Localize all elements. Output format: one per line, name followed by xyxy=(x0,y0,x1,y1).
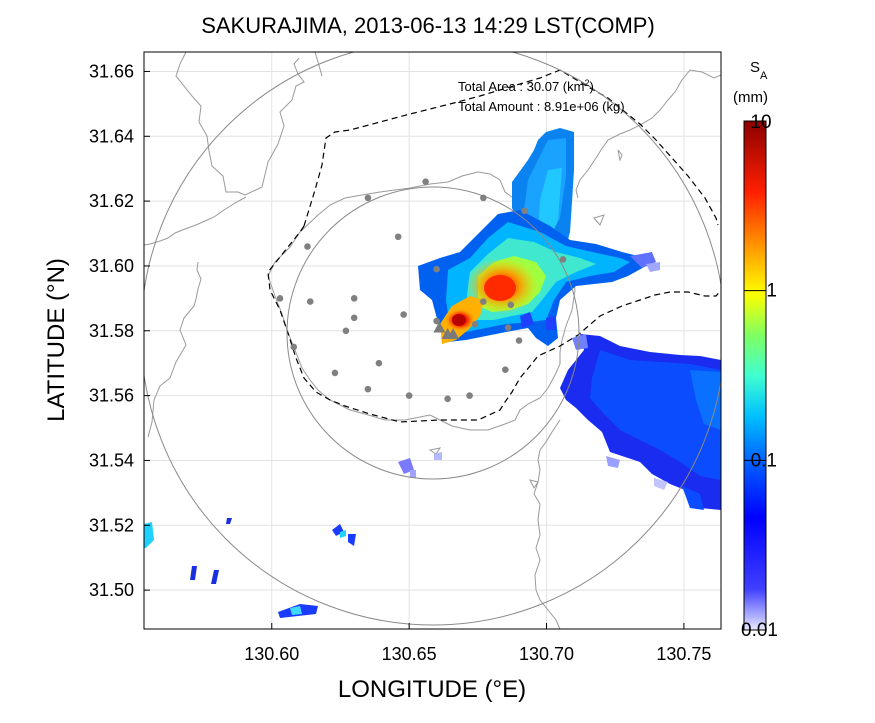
station-marker xyxy=(290,343,298,351)
station-marker xyxy=(405,392,413,399)
station-marker xyxy=(504,324,512,331)
station-marker xyxy=(433,317,440,325)
vent-markers xyxy=(433,321,460,340)
y-tick-label: 31.54 xyxy=(89,450,134,470)
x-tick-label: 130.70 xyxy=(519,644,574,664)
colorbar: SA (mm) 0.01 0.1 1 10 xyxy=(733,59,778,641)
station-marker xyxy=(471,320,479,328)
x-tick-label: 130.75 xyxy=(656,644,711,664)
station-marker xyxy=(304,243,311,250)
station-markers xyxy=(276,178,567,403)
station-marker xyxy=(342,327,350,335)
station-marker xyxy=(364,194,372,202)
x-tick-label: 130.60 xyxy=(244,644,299,664)
y-axis-ticks: 31.50 31.52 31.54 31.56 31.58 31.60 31.62 31.64… xyxy=(89,61,150,600)
station-marker xyxy=(364,385,372,393)
vent-marker xyxy=(433,321,446,333)
boundary-dashed-north xyxy=(303,69,719,227)
x-tick-label: 130.65 xyxy=(382,644,437,664)
colorbar-tick-label: 10 xyxy=(750,112,771,133)
x-axis-label: LONGITUDE (°E) xyxy=(338,676,526,703)
colorbar-unit: (mm) xyxy=(733,89,768,106)
station-marker xyxy=(444,395,451,403)
y-tick-label: 31.50 xyxy=(89,580,134,600)
vent-marker xyxy=(447,328,460,340)
colorbar-ticks: 0.01 0.1 1 10 xyxy=(741,112,778,641)
station-marker xyxy=(276,295,284,302)
colorbar-tick-label: 0.1 xyxy=(751,450,777,471)
kagoshima-coast xyxy=(175,52,305,196)
station-marker xyxy=(375,359,383,367)
osumi-coast xyxy=(575,69,721,199)
station-marker xyxy=(515,337,523,344)
station-marker xyxy=(400,311,407,318)
colorbar-label: SA xyxy=(750,59,768,82)
range-ring-outer xyxy=(144,52,721,626)
station-marker xyxy=(422,178,429,185)
map-title: SAKURAJIMA, 2013-06-13 14:29 LST(COMP) xyxy=(201,13,655,38)
sakurajima-coastline xyxy=(267,171,576,431)
y-tick-label: 31.58 xyxy=(89,321,134,341)
station-marker xyxy=(466,392,473,399)
y-tick-label: 31.52 xyxy=(89,515,134,535)
range-ring-inner xyxy=(286,186,580,480)
colorbar-scale xyxy=(743,120,767,631)
station-marker xyxy=(350,314,358,322)
station-marker xyxy=(433,265,440,273)
y-tick-label: 31.62 xyxy=(89,191,134,211)
plot-frame xyxy=(143,51,722,630)
total-area-text: Total Area : 30.07 (km2) xyxy=(458,78,594,94)
station-marker xyxy=(521,207,528,215)
x-axis-ticks: 130.60 130.65 130.70 130.75 xyxy=(244,623,711,664)
station-marker xyxy=(502,366,509,373)
y-tick-label: 31.64 xyxy=(89,126,134,146)
y-tick-label: 31.66 xyxy=(89,61,134,81)
station-marker xyxy=(331,369,339,377)
colorbar-tick-label: 1 xyxy=(766,281,777,302)
colorbar-tick-label: 0.01 xyxy=(741,620,778,641)
station-marker xyxy=(559,256,567,263)
station-marker xyxy=(480,298,487,305)
station-marker xyxy=(306,298,314,305)
plot-area xyxy=(144,52,721,629)
total-amount-text: Total Amount : 8.91e+06 (kg) xyxy=(458,99,625,114)
y-tick-label: 31.56 xyxy=(89,386,134,406)
station-marker xyxy=(507,301,515,309)
y-axis-label: LATITUDE (°N) xyxy=(43,258,70,422)
station-marker xyxy=(350,295,358,302)
station-marker xyxy=(394,233,402,241)
y-tick-label: 31.60 xyxy=(89,256,134,276)
station-marker xyxy=(480,194,487,202)
boundary-dashed xyxy=(267,225,721,423)
